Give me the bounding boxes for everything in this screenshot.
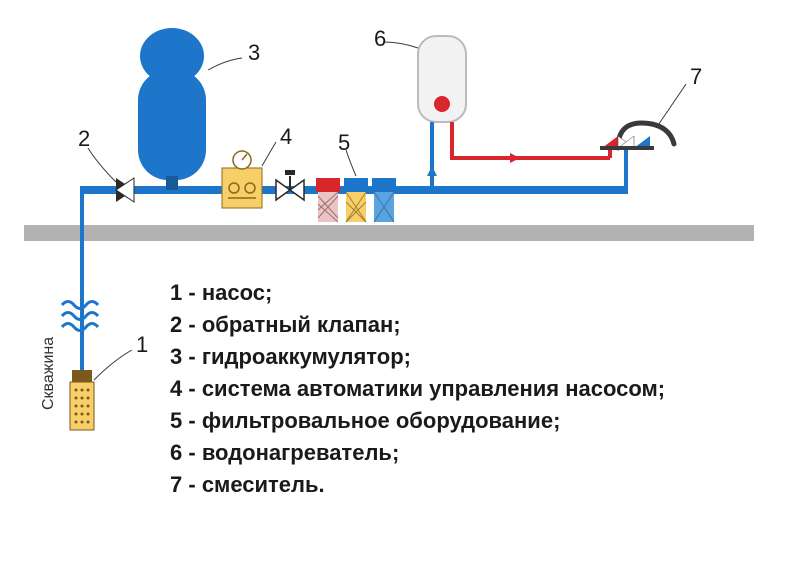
legend-item: 1 - насос; [170,280,665,306]
faucet [600,123,674,150]
filter-group [316,178,396,222]
callout-7-label: 7 [690,64,702,89]
legend-num: 6 [170,440,182,465]
legend-num: 1 [170,280,182,305]
isolation-valve [276,170,304,200]
water-heater [418,36,610,190]
legend-text: гидроаккумулятор; [202,344,411,369]
legend-item: 7 - смеситель. [170,472,665,498]
legend-text: система автоматики управления насосом; [202,376,665,401]
callout-3-label: 3 [248,40,260,65]
legend-num: 2 [170,312,182,337]
legend-item: 5 - фильтровальное оборудование; [170,408,665,434]
callout-4-label: 4 [280,124,292,149]
hydroaccumulator [138,28,206,190]
legend-item: 2 - обратный клапан; [170,312,665,338]
callout-6-label: 6 [374,26,386,51]
callout-1-label: 1 [136,332,148,357]
ground-surface [24,225,754,241]
controller [222,151,262,208]
legend-num: 4 [170,376,182,401]
legend-text: смеситель. [202,472,325,497]
legend-item: 6 - водонагреватель; [170,440,665,466]
legend-num: 5 [170,408,182,433]
legend-num: 7 [170,472,182,497]
legend-text: насос; [202,280,272,305]
callout-2-label: 2 [78,126,90,151]
well-label: Скважина [40,337,58,410]
legend-item: 4 - система автоматики управления насосо… [170,376,665,402]
legend: 1 - насос; 2 - обратный клапан; 3 - гидр… [170,280,665,504]
legend-num: 3 [170,344,182,369]
legend-text: обратный клапан; [202,312,401,337]
check-valve [116,178,134,202]
legend-item: 3 - гидроаккумулятор; [170,344,665,370]
legend-text: водонагреватель; [202,440,399,465]
pump [70,370,94,430]
legend-text: фильтровальное оборудование; [202,408,561,433]
callout-5-label: 5 [338,130,350,155]
